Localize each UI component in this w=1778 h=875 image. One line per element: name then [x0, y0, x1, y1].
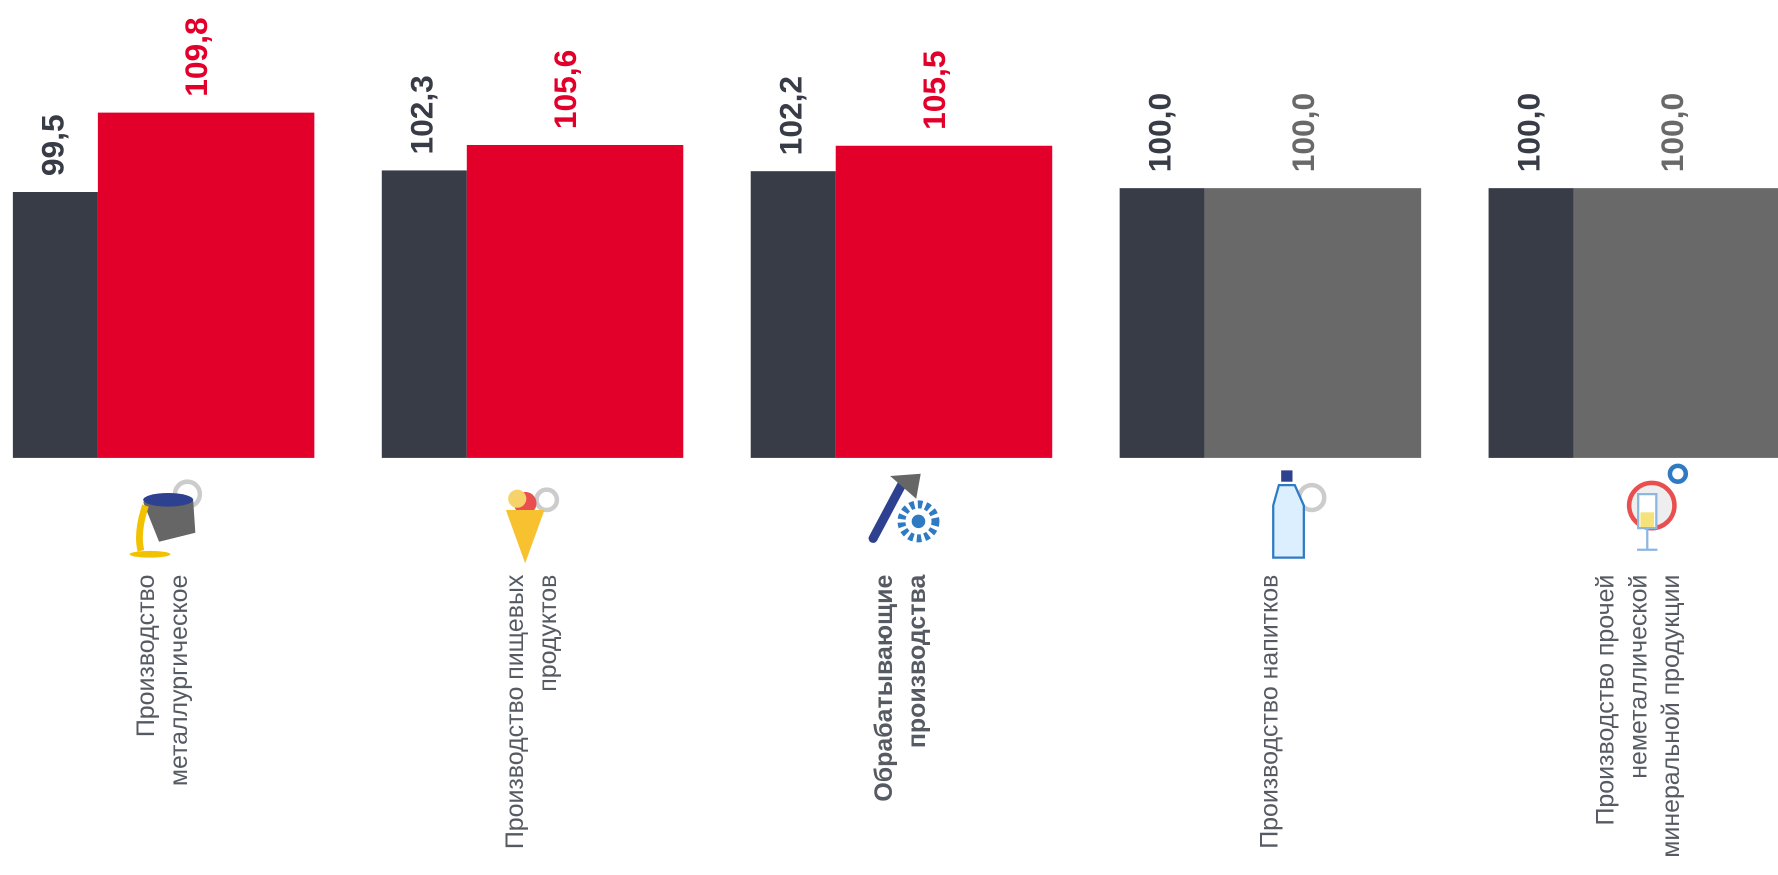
- category-label: Производство напитков: [1255, 575, 1283, 849]
- bar: [467, 145, 683, 458]
- category-line: Производство пищевых: [501, 574, 529, 849]
- bar: [1574, 188, 1778, 458]
- value-label: 105,6: [547, 50, 583, 129]
- category-line: производства: [902, 574, 930, 749]
- value-label: 99,5: [35, 114, 71, 176]
- category-line: Производство прочей: [1591, 575, 1619, 826]
- bar: [1489, 188, 1574, 458]
- category-line: продуктов: [534, 575, 562, 692]
- bar: [1120, 188, 1205, 458]
- icon-metal: [130, 482, 200, 558]
- value-label: 109,8: [178, 17, 214, 96]
- value-label: 100,0: [1654, 93, 1690, 172]
- icon-mineral: [1629, 466, 1686, 550]
- bar: [382, 170, 467, 457]
- value-label: 100,0: [1142, 93, 1178, 172]
- bar: [751, 171, 836, 458]
- value-label: 100,0: [1285, 93, 1321, 172]
- category-line: Производство напитков: [1255, 575, 1283, 849]
- bar: [13, 192, 98, 458]
- value-label: 102,2: [773, 76, 809, 155]
- category-line: Производство: [132, 575, 160, 738]
- icon-manufacturing: [873, 474, 935, 539]
- value-label: 102,3: [404, 75, 440, 154]
- value-label: 105,5: [916, 51, 952, 130]
- icons: [130, 466, 1686, 563]
- chart: 99,5 109,8 Производствометаллургическое 102…: [0, 0, 1778, 875]
- category-line: неметаллической: [1624, 575, 1652, 779]
- icon-food: [506, 490, 557, 564]
- category-line: Обрабатывающие: [870, 575, 898, 802]
- bar: [1205, 188, 1421, 458]
- icon-drinks: [1273, 470, 1324, 557]
- category-line: металлургическое: [165, 575, 193, 787]
- bar: [836, 146, 1052, 458]
- bar: [98, 113, 314, 458]
- value-label: 100,0: [1510, 93, 1546, 172]
- category-line: минеральной продукции: [1657, 575, 1685, 858]
